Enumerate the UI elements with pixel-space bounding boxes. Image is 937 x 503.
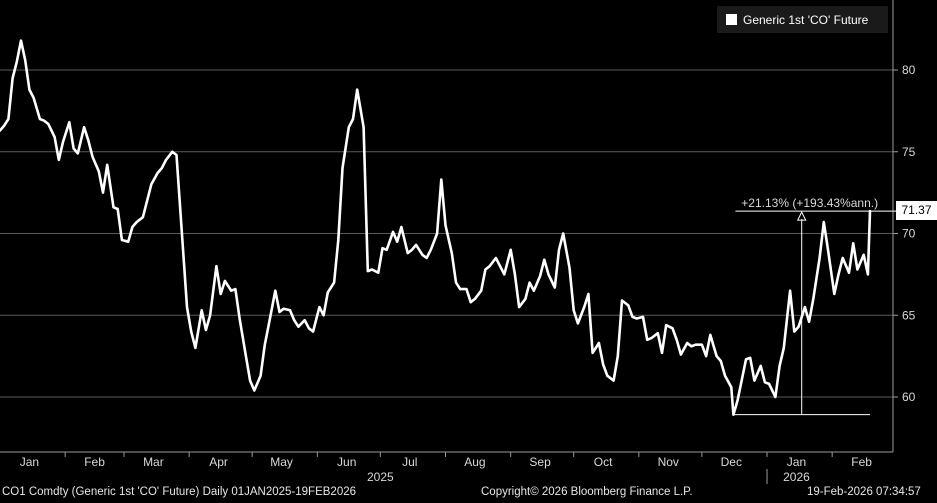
legend-series-name: Generic 1st 'CO' Future: [743, 12, 869, 27]
series-line-path: [0, 39, 872, 416]
x-axis: Jan Feb Mar Apr May Jun Jul Aug Sep Oct Nov Dec Jan F…: [0, 451, 893, 484]
footer-timestamp: 19-Feb-2026 07:34:57: [807, 486, 921, 498]
x-tick-label: Aug: [464, 455, 485, 469]
x-tick-label: Feb: [851, 455, 872, 469]
series-line: [0, 39, 872, 416]
annotation-arrow-head: [796, 210, 807, 221]
y-tick-label: 80: [902, 63, 916, 77]
x-tick-label: May: [270, 455, 293, 469]
y-tick-label: 70: [902, 227, 916, 241]
change-annotation: +21.13% (+193.43%ann.): [733, 196, 896, 416]
x-year-label: 2026: [783, 470, 810, 484]
footer-copyright: Copyright© 2026 Bloomberg Finance L.P.: [481, 486, 693, 498]
legend[interactable]: Generic 1st 'CO' Future: [717, 6, 888, 33]
x-tick-label: Apr: [209, 455, 228, 469]
x-tick-label: Dec: [721, 455, 742, 469]
x-tick-label: Jan: [20, 455, 39, 469]
x-tick-label: Jun: [337, 455, 356, 469]
x-tick-label: Sep: [529, 455, 551, 469]
x-tick-label: Feb: [84, 455, 105, 469]
footer-security-description: CO1 Comdty (Generic 1st 'CO' Future) Dai…: [2, 486, 357, 498]
last-value-badge: 71.37: [896, 201, 937, 220]
x-tick-label: Jul: [402, 455, 417, 469]
y-tick-label: 75: [902, 145, 916, 159]
y-axis: 60 65 70 75 80: [892, 0, 916, 452]
legend-swatch: [726, 14, 737, 25]
x-tick-label: Nov: [658, 455, 679, 469]
x-tick-label: Mar: [143, 455, 164, 469]
x-tick-label: Oct: [594, 455, 613, 469]
y-tick-label: 60: [902, 390, 916, 404]
x-year-label: 2025: [367, 470, 394, 484]
annotation-text: +21.13% (+193.43%ann.): [741, 196, 878, 210]
x-tick-label: Jan: [787, 455, 806, 469]
y-tick-label: 65: [902, 308, 916, 322]
